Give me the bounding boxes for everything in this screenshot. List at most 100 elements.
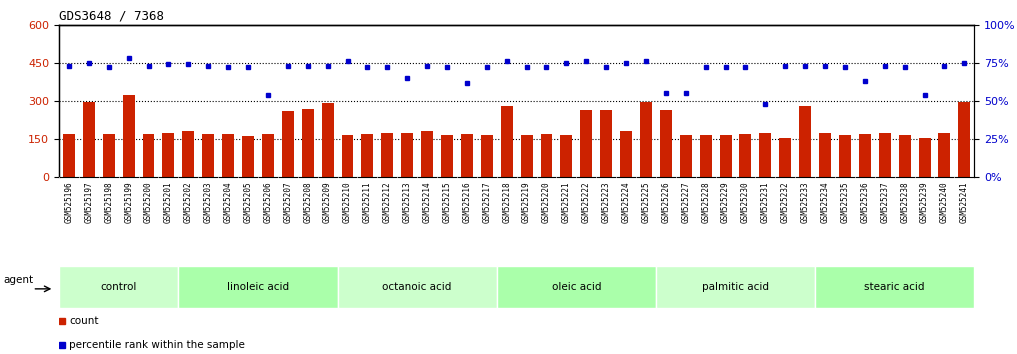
Bar [222,134,234,177]
Bar [819,133,831,177]
Text: GSM525221: GSM525221 [561,181,571,223]
Text: GSM525232: GSM525232 [781,181,790,223]
Text: GSM525215: GSM525215 [442,181,452,223]
Bar [720,135,731,177]
Text: GSM525213: GSM525213 [403,181,412,223]
Bar [656,266,815,308]
Bar [939,133,951,177]
Bar [123,95,134,177]
Bar [521,135,533,177]
Text: palmitic acid: palmitic acid [702,282,769,292]
Text: GSM525223: GSM525223 [602,181,610,223]
Text: agent: agent [3,275,34,285]
Bar [958,102,970,177]
Bar [63,134,75,177]
Bar [815,266,974,308]
Bar [799,106,812,177]
Text: GSM525218: GSM525218 [502,181,512,223]
Text: GSM525196: GSM525196 [64,181,73,223]
Bar [660,110,672,177]
Text: GSM525227: GSM525227 [681,181,691,223]
Text: GSM525207: GSM525207 [284,181,292,223]
Bar [242,136,254,177]
Text: GSM525235: GSM525235 [840,181,849,223]
Bar [182,131,194,177]
Text: GSM525219: GSM525219 [522,181,531,223]
Text: GSM525198: GSM525198 [104,181,113,223]
Bar [441,135,453,177]
Bar [381,133,394,177]
Text: GSM525203: GSM525203 [203,181,213,223]
Text: GSM525230: GSM525230 [741,181,750,223]
Text: GSM525222: GSM525222 [582,181,591,223]
Text: GSM525212: GSM525212 [382,181,392,223]
Text: GSM525239: GSM525239 [920,181,930,223]
Bar [540,134,552,177]
Bar [282,111,294,177]
Bar [879,133,891,177]
Bar [760,133,771,177]
Text: GSM525241: GSM525241 [960,181,969,223]
Text: GSM525225: GSM525225 [642,181,651,223]
Text: count: count [69,316,99,326]
Text: stearic acid: stearic acid [864,282,924,292]
Text: GSM525210: GSM525210 [343,181,352,223]
Text: GSM525201: GSM525201 [164,181,173,223]
Bar [560,135,573,177]
Text: GDS3648 / 7368: GDS3648 / 7368 [59,9,164,22]
Bar [739,134,752,177]
Bar [342,135,354,177]
Text: GSM525240: GSM525240 [940,181,949,223]
Text: GSM525206: GSM525206 [263,181,273,223]
Text: GSM525236: GSM525236 [860,181,870,223]
Text: GSM525231: GSM525231 [761,181,770,223]
Bar [581,110,592,177]
Text: GSM525205: GSM525205 [243,181,252,223]
Bar [899,135,910,177]
Text: GSM525214: GSM525214 [423,181,431,223]
Text: GSM525226: GSM525226 [661,181,670,223]
Bar [620,131,632,177]
Text: percentile rank within the sample: percentile rank within the sample [69,340,245,350]
Text: GSM525208: GSM525208 [303,181,312,223]
Text: GSM525233: GSM525233 [800,181,810,223]
Text: GSM525237: GSM525237 [881,181,889,223]
Bar [918,138,931,177]
Bar [461,134,473,177]
Text: GSM525197: GSM525197 [84,181,94,223]
Bar [481,135,493,177]
Bar [640,102,652,177]
Text: GSM525200: GSM525200 [144,181,153,223]
Bar [163,133,174,177]
Bar [779,138,791,177]
Text: control: control [101,282,137,292]
Bar [103,135,115,177]
Text: GSM525229: GSM525229 [721,181,730,223]
Text: GSM525216: GSM525216 [463,181,472,223]
Text: GSM525199: GSM525199 [124,181,133,223]
Bar [859,134,871,177]
Text: GSM525211: GSM525211 [363,181,372,223]
Text: oleic acid: oleic acid [551,282,601,292]
Bar [59,266,178,308]
Text: GSM525217: GSM525217 [482,181,491,223]
Bar [496,266,656,308]
Bar [262,134,274,177]
Text: octanoic acid: octanoic acid [382,282,452,292]
Text: GSM525238: GSM525238 [900,181,909,223]
Bar [82,102,95,177]
Bar [839,135,851,177]
Bar [700,135,712,177]
Bar [679,135,692,177]
Bar [302,108,313,177]
Bar [600,110,612,177]
Text: GSM525220: GSM525220 [542,181,551,223]
Text: GSM525224: GSM525224 [621,181,631,223]
Bar [338,266,496,308]
Text: GSM525204: GSM525204 [224,181,233,223]
Bar [142,134,155,177]
Bar [402,133,413,177]
Bar [202,134,215,177]
Bar [361,134,373,177]
Bar [178,266,338,308]
